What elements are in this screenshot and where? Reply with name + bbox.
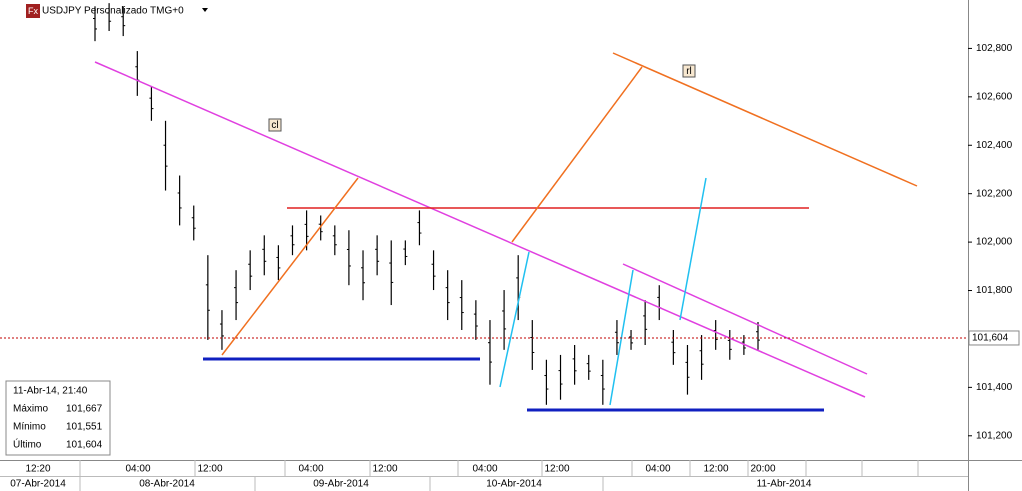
symbol-icon-text: Fx — [28, 6, 38, 16]
time-label: 04:00 — [298, 464, 323, 475]
time-label: 04:00 — [125, 464, 150, 475]
info-value: 101,551 — [66, 422, 103, 433]
trend-line — [612, 52, 918, 187]
info-label: Último — [13, 438, 42, 451]
last-price-box — [968, 330, 1020, 346]
info-label: Mínimo — [13, 422, 46, 433]
date-label: 07-Abr-2014 — [10, 479, 66, 490]
info-value: 101,667 — [66, 404, 103, 415]
trend-line — [511, 66, 643, 243]
info-panel — [5, 380, 111, 456]
trend-line — [221, 177, 359, 356]
time-label: 12:20 — [25, 464, 50, 475]
y-tick-label: 102,600 — [976, 91, 1013, 102]
chart-title[interactable]: USDJPY Personalizado TMG+0 — [42, 6, 184, 17]
last-price-label: 101,604 — [972, 333, 1009, 344]
annotation: rl — [686, 66, 692, 77]
time-label: 12:00 — [197, 464, 222, 475]
trend-line — [622, 263, 868, 375]
annotation-box — [268, 118, 282, 132]
y-tick-label: 102,200 — [976, 188, 1013, 199]
symbol-icon — [26, 4, 40, 18]
drawings — [94, 52, 918, 412]
marks — [93, 3, 760, 405]
annotation: cl — [271, 120, 278, 131]
trend-line — [499, 251, 530, 388]
y-tick-label: 101,200 — [976, 430, 1013, 441]
annotation-box — [682, 64, 696, 78]
date-label: 11-Abr-2014 — [757, 479, 812, 490]
y-tick-label: 102,000 — [976, 237, 1013, 248]
date-label: 10-Abr-2014 — [486, 479, 542, 490]
time-label: 12:00 — [703, 464, 728, 475]
info-value: 101,604 — [66, 440, 103, 451]
y-tick-label: 102,800 — [976, 43, 1013, 54]
date-label: 09-Abr-2014 — [313, 479, 369, 490]
time-label: 12:00 — [544, 464, 569, 475]
time-label: 20:00 — [750, 464, 775, 475]
dropdown-arrow[interactable] — [202, 8, 208, 12]
date-label: 08-Abr-2014 — [139, 479, 195, 490]
trend-line — [679, 177, 707, 321]
time-label: 04:00 — [645, 464, 670, 475]
y-tick-label: 101,800 — [976, 285, 1013, 296]
info-label: Máximo — [13, 404, 48, 415]
info-datetime: 11-Abr-14, 21:40 — [13, 386, 88, 397]
y-tick-label: 101,400 — [976, 382, 1013, 393]
y-tick-label: 102,400 — [976, 140, 1013, 151]
trend-line — [94, 61, 866, 398]
info-box: 11-Abr-14, 21:40 Máximo 101,667 Mínimo 1… — [5, 380, 111, 456]
time-label: 04:00 — [472, 464, 497, 475]
time-label: 12:00 — [372, 464, 397, 475]
